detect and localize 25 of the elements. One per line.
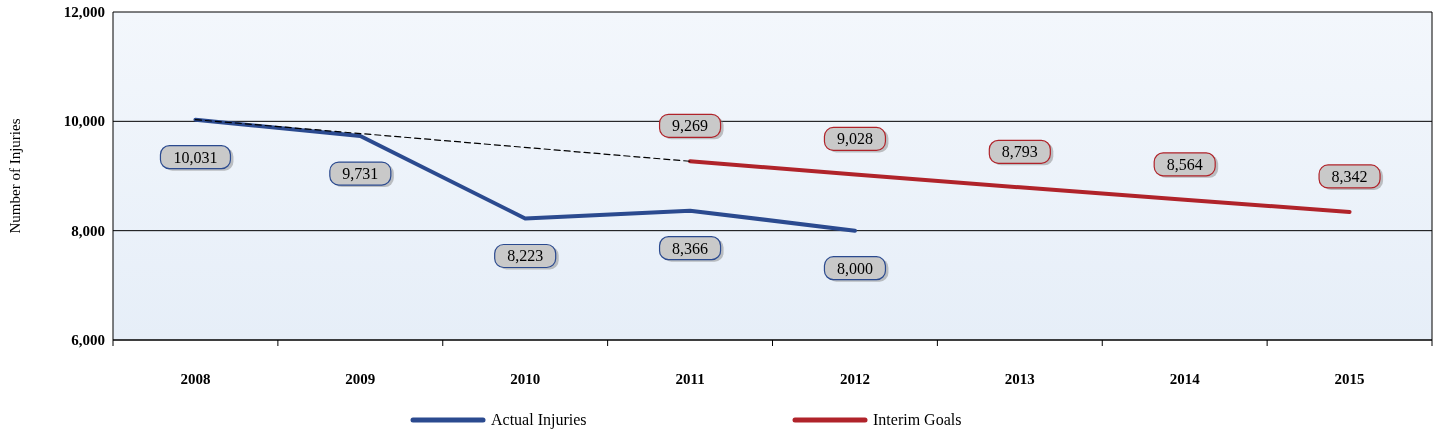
y-tick-label: 6,000 — [71, 332, 105, 348]
data-label: 9,731 — [342, 165, 379, 183]
y-axis-title: Number of Injuries — [7, 118, 23, 234]
x-tick-label: 2009 — [345, 371, 376, 387]
legend-label: Interim Goals — [873, 411, 962, 428]
data-label: 8,793 — [1001, 143, 1038, 161]
data-label: 9,269 — [672, 117, 709, 135]
data-label: 8,000 — [836, 259, 873, 277]
legend-label: Actual Injuries — [491, 411, 587, 429]
x-tick-label: 2012 — [839, 371, 870, 387]
data-label: 10,031 — [173, 148, 218, 166]
x-tick-label: 2014 — [1169, 371, 1201, 387]
x-tick-label: 2013 — [1004, 371, 1035, 387]
y-tick-label: 8,000 — [71, 222, 105, 239]
x-tick-label: 2015 — [1334, 371, 1365, 387]
x-tick-label: 2010 — [510, 371, 541, 387]
data-label: 8,564 — [1166, 155, 1203, 173]
data-label: 9,028 — [836, 130, 873, 148]
x-tick-label: 2011 — [675, 371, 705, 387]
y-tick-label: 12,000 — [63, 4, 105, 20]
y-tick-label: 10,000 — [63, 113, 105, 130]
data-label: 8,366 — [672, 239, 709, 257]
data-label: 8,342 — [1331, 167, 1368, 185]
x-tick-label: 2008 — [180, 371, 211, 387]
data-label: 8,223 — [507, 247, 544, 265]
